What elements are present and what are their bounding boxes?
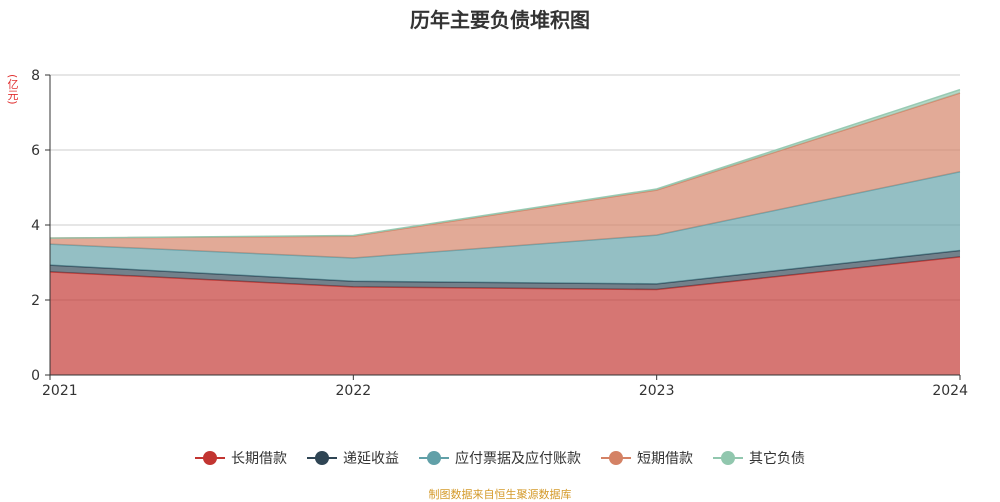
chart-title: 历年主要负债堆积图 (410, 8, 590, 32)
stacked-area-chart: 0 2 4 6 8 2021 2022 2023 2024 (31, 68, 968, 399)
legend-label: 长期借款 (231, 451, 287, 467)
source-note: 制图数据来自恒生聚源数据库 (428, 488, 572, 501)
y-tick-label-4: 4 (31, 218, 40, 234)
x-tick-label-2022: 2022 (336, 383, 372, 399)
area-series-0 (50, 256, 960, 375)
area-series-2 (50, 171, 960, 284)
legend-marker-icon (419, 451, 449, 465)
legend-item-0[interactable]: 长期借款 (195, 448, 287, 468)
area-series-1 (50, 250, 960, 290)
y-tick-label-0: 0 (31, 368, 40, 384)
legend-marker-icon (713, 451, 743, 465)
legend-label: 其它负债 (749, 451, 805, 467)
y-tick-label-6: 6 (31, 143, 40, 159)
y-tick-label-2: 2 (31, 293, 40, 309)
area-series (49, 88, 961, 375)
legend: 长期借款 递延收益 应付票据及应付账款 短期借款 其它负债 (0, 448, 1000, 468)
x-tick-label-2024: 2024 (932, 383, 968, 399)
series-line-1 (49, 249, 961, 285)
x-tick-label-2023: 2023 (639, 383, 675, 399)
legend-marker-icon (195, 451, 225, 465)
legend-marker-icon (307, 451, 337, 465)
x-tick-label-2021: 2021 (42, 383, 78, 399)
legend-item-4[interactable]: 其它负债 (713, 448, 805, 468)
legend-item-3[interactable]: 短期借款 (601, 448, 693, 468)
legend-label: 递延收益 (343, 451, 399, 467)
legend-label: 短期借款 (637, 451, 693, 467)
y-tick-label-8: 8 (31, 68, 40, 84)
legend-label: 应付票据及应付账款 (455, 451, 581, 467)
legend-item-2[interactable]: 应付票据及应付账款 (419, 448, 581, 468)
axes: 0 2 4 6 8 2021 2022 2023 2024 (31, 68, 968, 399)
area-series-3 (50, 93, 960, 258)
y-axis-unit-label: (亿元) (6, 74, 19, 105)
series-line-4 (49, 88, 961, 239)
legend-item-1[interactable]: 递延收益 (307, 448, 399, 468)
legend-marker-icon (601, 451, 631, 465)
series-line-0 (49, 256, 961, 291)
